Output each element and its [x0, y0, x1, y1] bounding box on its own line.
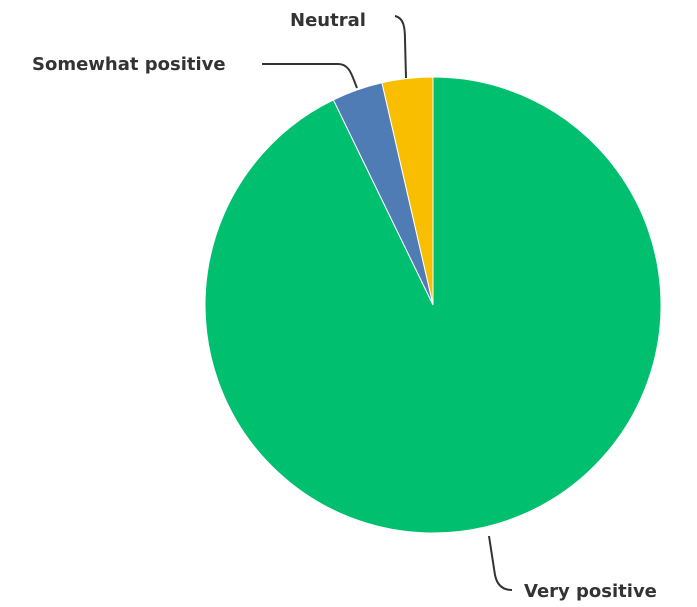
- slice-labels: Neutral Somewhat positive Very positive: [32, 10, 657, 602]
- leader-line-very-positive: [488, 535, 513, 591]
- leader-line-somewhat-positive: [262, 63, 358, 89]
- leader-lines: [262, 15, 513, 591]
- leader-line-neutral: [394, 15, 407, 79]
- pie-slice-very-positive: [204, 76, 662, 534]
- pie-slices: [204, 76, 662, 534]
- slice-label-very-positive: Very positive: [524, 581, 657, 602]
- slice-label-somewhat-positive: Somewhat positive: [32, 54, 226, 75]
- slice-label-neutral: Neutral: [290, 10, 366, 31]
